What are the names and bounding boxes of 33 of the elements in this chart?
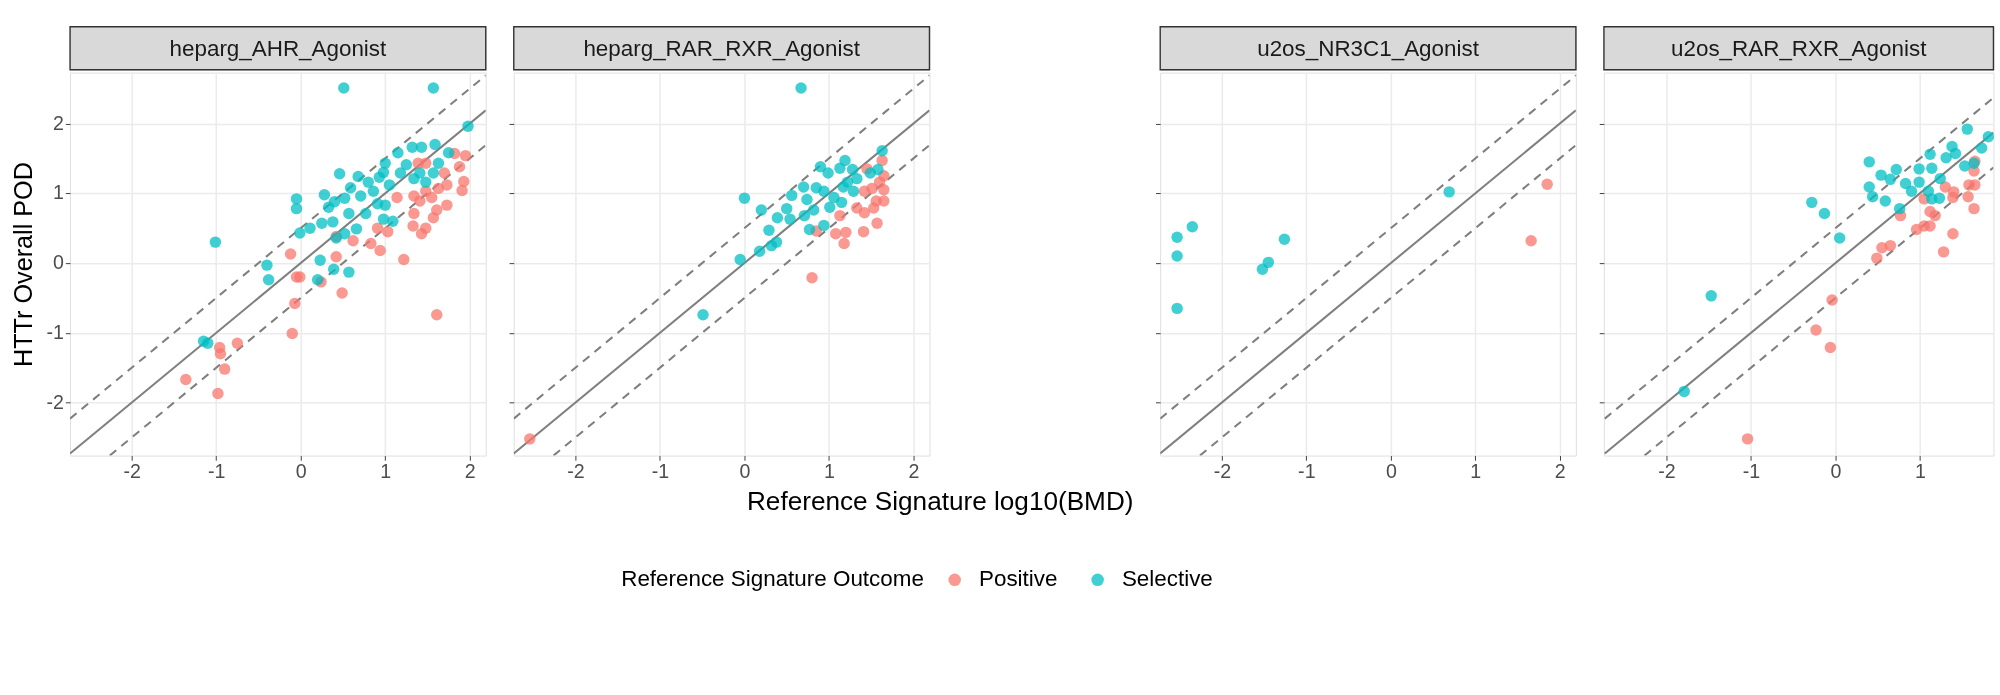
x-tick-label: 2 [1554, 460, 1566, 483]
x-tick-label: 0 [739, 460, 751, 483]
legend-label: Selective [1121, 566, 1213, 592]
x-tick-label: 1 [1470, 460, 1482, 483]
y-tick-label: -2 [46, 390, 64, 413]
legend-label: Positive [978, 566, 1058, 592]
x-tick-label: -2 [123, 460, 141, 483]
x-tick-label: 1 [823, 460, 835, 483]
x-tick-label: 1 [1914, 460, 1926, 483]
y-tick-label: 2 [53, 111, 64, 134]
x-tick-label: -1 [651, 460, 670, 483]
x-tick-label: -2 [567, 460, 585, 483]
legend-title: Reference Signature Outcome [621, 566, 924, 592]
x-tick-label: 2 [908, 460, 920, 483]
chart-title: heparg_RAR_RXR_Agonist [583, 35, 861, 61]
y-tick-label: 1 [53, 181, 64, 204]
x-tick-label: 0 [1385, 460, 1397, 483]
x-tick-label: 0 [295, 460, 307, 483]
x-tick-label: -1 [207, 460, 226, 483]
x-tick-label: -2 [1658, 460, 1676, 483]
chart-title: heparg_AHR_Agonist [169, 35, 388, 61]
chart-title: u2os_NR3C1_Agonist [1257, 35, 1480, 61]
y-tick-label: 0 [53, 251, 65, 274]
x-tick-label: -1 [1742, 460, 1761, 483]
x-axis-title: Reference Signature log10(BMD) [746, 486, 1134, 517]
x-tick-label: 0 [1830, 460, 1842, 483]
x-tick-label: 1 [380, 460, 392, 483]
x-tick-label: 2 [464, 460, 476, 483]
y-axis-title: HTTr Overall POD [8, 162, 37, 368]
y-tick-label: -1 [46, 320, 64, 343]
chart-title: u2os_RAR_RXR_Agonist [1671, 35, 1928, 61]
x-tick-label: -2 [1213, 460, 1232, 483]
x-tick-label: -1 [1298, 460, 1316, 483]
